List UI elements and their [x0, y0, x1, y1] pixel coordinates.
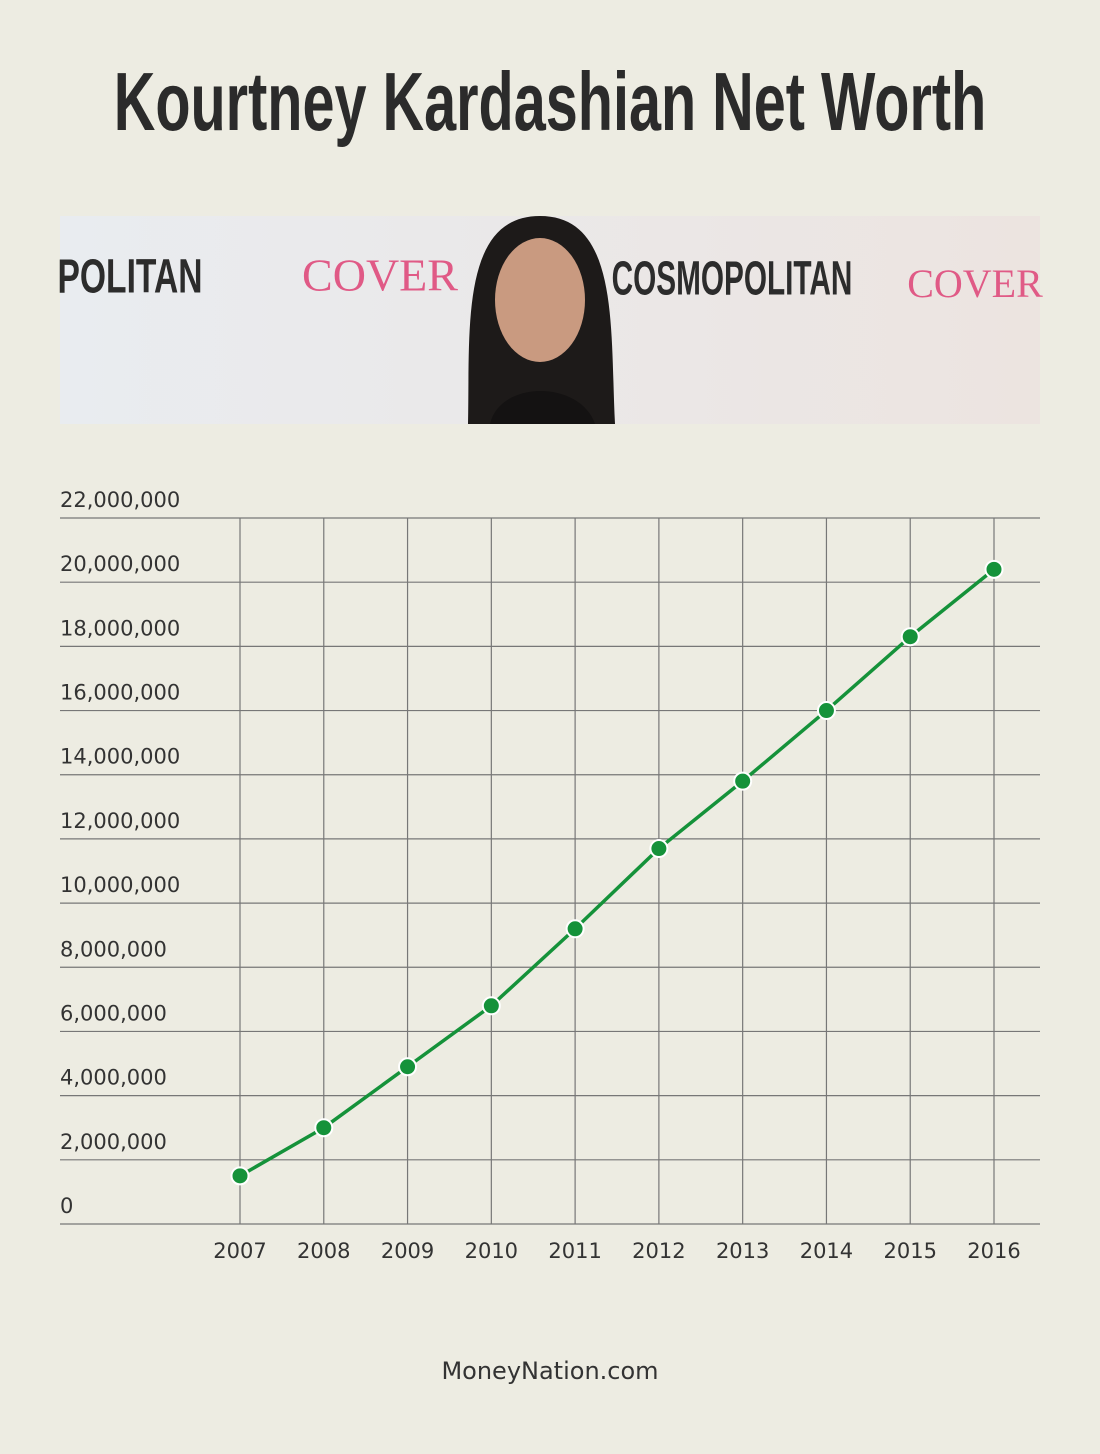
x-tick-label: 2014: [800, 1239, 853, 1263]
y-tick-label: 12,000,000: [60, 809, 180, 833]
y-tick-label: 14,000,000: [60, 745, 180, 769]
y-tick-label: 2,000,000: [60, 1130, 167, 1154]
y-tick-label: 6,000,000: [60, 1001, 167, 1025]
data-point: [733, 771, 753, 791]
x-tick-label: 2015: [883, 1239, 936, 1263]
x-tick-label: 2012: [632, 1239, 685, 1263]
y-tick-label: 0: [60, 1194, 73, 1218]
x-tick-label: 2011: [548, 1239, 601, 1263]
y-tick-label: 4,000,000: [60, 1066, 167, 1090]
y-tick-label: 22,000,000: [60, 488, 180, 512]
x-tick-label: 2010: [465, 1239, 518, 1263]
banner-text: COSMOPOLITAN: [612, 253, 853, 306]
data-point: [900, 627, 920, 647]
y-tick-label: 20,000,000: [60, 552, 180, 576]
banner-text: COVER: [302, 250, 458, 301]
banner-text: POLITAN: [58, 249, 203, 303]
y-tick-label: 16,000,000: [60, 681, 180, 705]
source-label: MoneyNation.com: [441, 1357, 658, 1385]
y-tick-label: 10,000,000: [60, 873, 180, 897]
x-tick-label: 2016: [967, 1239, 1020, 1263]
data-point: [230, 1166, 250, 1186]
x-tick-label: 2013: [716, 1239, 769, 1263]
data-point: [398, 1057, 418, 1077]
chart-title: Kourtney Kardashian Net Worth: [114, 56, 987, 149]
data-point: [481, 996, 501, 1016]
x-tick-label: 2007: [213, 1239, 266, 1263]
person-body: [490, 391, 595, 424]
data-point: [314, 1118, 334, 1138]
banner-text: COVER: [907, 261, 1043, 306]
data-point: [816, 701, 836, 721]
data-point: [984, 559, 1004, 579]
series-line: [239, 567, 996, 1178]
x-tick-label: 2008: [297, 1239, 350, 1263]
person-face: [495, 238, 585, 362]
y-tick-label: 18,000,000: [60, 616, 180, 640]
banner-image: POLITAN COVER COSMOPOLITAN COVER: [58, 216, 1043, 424]
x-tick-label: 2009: [381, 1239, 434, 1263]
y-tick-label: 8,000,000: [60, 937, 167, 961]
data-point: [649, 839, 669, 859]
data-point: [565, 919, 585, 939]
